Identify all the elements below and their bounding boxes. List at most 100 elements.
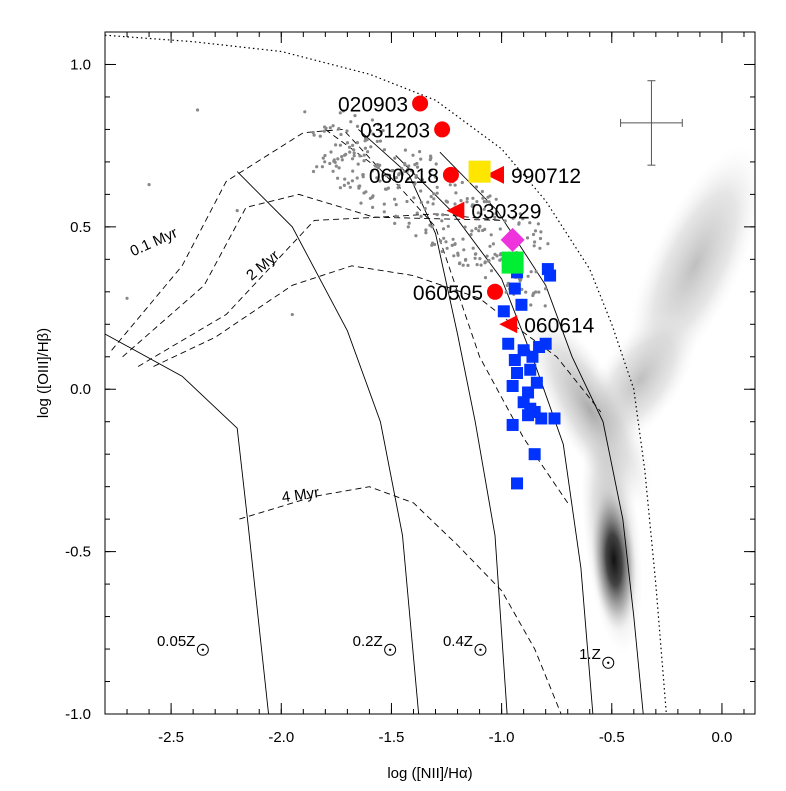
background-galaxy-point xyxy=(378,139,383,143)
metallicity-annotation: 0.4Z xyxy=(443,633,473,650)
background-galaxy-point xyxy=(403,162,407,166)
sample-square-marker xyxy=(524,363,537,376)
background-galaxy-point xyxy=(428,173,433,177)
background-galaxy-point xyxy=(323,153,327,158)
background-galaxy-point xyxy=(384,187,388,191)
background-galaxy-point xyxy=(460,180,464,185)
background-galaxy-point xyxy=(393,156,397,160)
background-galaxy-point xyxy=(334,143,338,147)
age-line xyxy=(111,128,392,351)
sample-square-marker xyxy=(548,412,561,425)
background-galaxy-point xyxy=(520,287,524,291)
background-galaxy-point xyxy=(338,186,342,190)
background-galaxy-point xyxy=(394,176,398,180)
background-galaxy-point xyxy=(445,200,449,204)
background-galaxy-point xyxy=(491,256,495,260)
background-galaxy-point xyxy=(531,292,536,296)
background-galaxy-point xyxy=(457,262,462,266)
galaxy-density-background xyxy=(527,145,755,655)
sample-square-marker xyxy=(511,367,524,379)
background-galaxy-point xyxy=(446,224,450,228)
metallicity-line xyxy=(105,333,270,714)
background-galaxy-point xyxy=(347,145,352,149)
background-galaxy-point xyxy=(362,153,366,157)
background-galaxy-point xyxy=(536,222,541,226)
background-galaxy-point xyxy=(491,242,495,246)
background-galaxy-point xyxy=(393,221,397,225)
background-galaxy-point xyxy=(369,129,373,133)
axes: -2.5 -2.0 -1.5 -1.0 -0.5 0.0 -1.0 -0.5 0.0 0.5 1.0 xyxy=(65,31,756,746)
background-galaxy-point xyxy=(379,130,383,134)
background-galaxy-point xyxy=(434,162,438,166)
background-galaxy-point xyxy=(451,237,455,241)
background-galaxy-point xyxy=(311,169,316,174)
background-galaxy-point xyxy=(429,168,433,172)
y-axis-label: log ([OIII]/Hβ) xyxy=(35,328,52,418)
background-galaxy-point xyxy=(406,177,410,181)
y-tick-label: 0.0 xyxy=(70,381,91,398)
background-galaxy-point xyxy=(538,246,542,250)
background-galaxy-point xyxy=(480,189,484,194)
background-galaxy-point xyxy=(363,146,367,150)
error-bar xyxy=(620,80,683,166)
background-galaxy-point xyxy=(528,221,532,225)
background-galaxy-point xyxy=(322,129,326,133)
background-galaxy-point xyxy=(459,199,463,203)
background-galaxy-point xyxy=(465,200,469,204)
background-galaxy-point xyxy=(524,290,528,294)
background-galaxy-point xyxy=(428,158,432,162)
background-galaxy-point xyxy=(482,207,486,211)
background-galaxy-point xyxy=(328,126,332,130)
background-galaxy-point xyxy=(406,225,410,229)
background-galaxy-point xyxy=(474,185,478,189)
sample-square-marker xyxy=(497,305,510,318)
sample-square-marker xyxy=(508,354,521,367)
grb-label: 060614 xyxy=(524,314,594,337)
background-galaxy-point xyxy=(476,211,480,215)
background-galaxy-point xyxy=(418,150,422,154)
background-galaxy-point xyxy=(424,231,428,235)
background-galaxy-point xyxy=(382,210,386,214)
background-galaxy-point xyxy=(462,248,466,252)
background-galaxy-point xyxy=(495,254,499,258)
background-galaxy-point xyxy=(363,139,367,143)
solar-symbol-dot xyxy=(607,661,610,664)
background-galaxy-point xyxy=(534,270,538,274)
background-galaxy-point xyxy=(346,181,350,185)
background-galaxy-point xyxy=(375,176,379,180)
background-galaxy-point xyxy=(537,290,541,294)
background-galaxy-point xyxy=(366,150,370,154)
solar-symbol-icon xyxy=(474,643,487,656)
x-tick-label: 0.0 xyxy=(712,729,733,746)
background-galaxy-point xyxy=(481,228,485,233)
background-galaxy-point xyxy=(432,192,436,196)
background-galaxy-point xyxy=(414,175,418,179)
x-tick-label: -1.0 xyxy=(489,729,515,746)
background-galaxy-point xyxy=(543,304,547,308)
age-annotation: 2 Myr xyxy=(243,247,283,284)
background-galaxy-point xyxy=(413,182,417,186)
background-galaxy-point xyxy=(419,214,423,218)
background-galaxy-point xyxy=(403,148,407,152)
background-galaxy-point xyxy=(413,163,417,167)
background-galaxy-point xyxy=(521,217,525,221)
background-galaxy-point xyxy=(505,283,509,288)
background-galaxy-point xyxy=(336,176,340,180)
sample-square-marker xyxy=(511,477,524,490)
background-galaxy-point xyxy=(517,222,521,226)
background-galaxy-point xyxy=(442,236,446,240)
background-galaxy-point xyxy=(352,148,356,152)
background-galaxy-point xyxy=(489,233,493,237)
background-galaxy-point xyxy=(428,223,432,227)
grb-triangle-marker xyxy=(499,315,518,334)
sample-square-marker xyxy=(522,386,535,399)
sample-square-marker xyxy=(506,379,519,392)
grb-label: 990712 xyxy=(511,165,581,188)
background-galaxy-point xyxy=(405,199,409,204)
diamond-marker xyxy=(500,227,525,252)
background-galaxy-point xyxy=(415,211,419,215)
metallicity-annotation: 0.2Z xyxy=(353,633,383,650)
solar-symbol-dot xyxy=(479,648,482,651)
